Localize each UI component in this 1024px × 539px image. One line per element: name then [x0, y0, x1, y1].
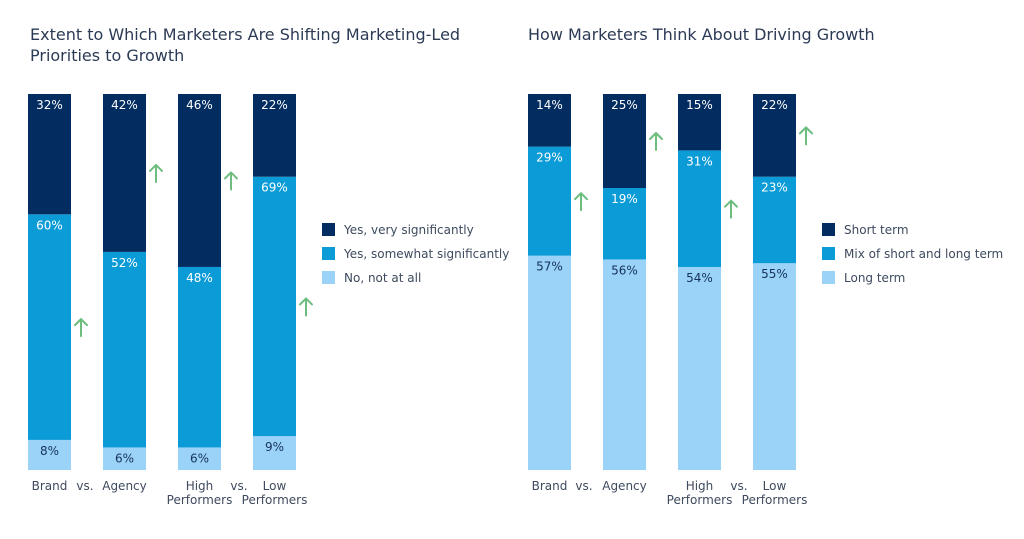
up-arrow-icon-0-0	[74, 318, 88, 338]
data-label-0-1-2: 42%	[111, 98, 138, 112]
legend-label-0-1: Yes, somewhat significantly	[343, 247, 509, 261]
bar-segment-0-0-0	[28, 439, 71, 470]
legend-swatch-1-0	[822, 223, 835, 236]
legend-label-1-2: Long term	[844, 271, 905, 285]
vs-label-1-2: vs.	[730, 479, 747, 493]
up-arrow-icon-0-2	[224, 171, 238, 191]
bar-segment-0-3-0	[253, 436, 296, 470]
bar-segment-1-1-1	[603, 188, 646, 260]
data-label-0-2-2: 46%	[186, 98, 213, 112]
bar-segment-1-2-0	[678, 266, 721, 470]
bar-segment-1-2-1	[678, 150, 721, 267]
data-label-1-1-2: 25%	[611, 98, 638, 112]
legend-swatch-0-1	[322, 247, 335, 260]
bar-segment-0-2-0	[178, 447, 221, 470]
data-label-1-1-0: 56%	[611, 263, 638, 277]
data-label-0-3-1: 69%	[261, 181, 288, 195]
bar-segment-1-2-2	[678, 94, 721, 151]
category-label-1-3: Low Performers	[742, 479, 808, 507]
bar-segment-1-0-2	[528, 94, 571, 147]
bar-segment-0-3-2	[253, 94, 296, 177]
category-label-0-3: Low Performers	[242, 479, 308, 507]
up-arrow-icon-0-1	[149, 163, 163, 183]
category-label-1-2: High Performers	[667, 479, 733, 507]
category-label-1-0: Brand	[532, 479, 568, 493]
bar-segment-0-1-0	[103, 447, 146, 470]
data-label-1-0-0: 57%	[536, 260, 563, 274]
data-label-1-2-2: 15%	[686, 98, 713, 112]
data-label-0-0-0: 8%	[40, 444, 59, 458]
vs-label-0-0: vs.	[76, 479, 93, 493]
bar-segment-1-0-0	[528, 255, 571, 470]
up-arrow-icon-1-1	[649, 132, 663, 151]
category-label-0-1: Agency	[102, 479, 147, 493]
data-label-1-3-2: 22%	[761, 98, 788, 112]
bar-segment-1-3-1	[753, 176, 796, 264]
bar-segment-1-1-0	[603, 259, 646, 470]
data-label-1-3-1: 23%	[761, 181, 788, 195]
legend-label-0-0: Yes, very significantly	[343, 223, 474, 237]
up-arrow-icon-1-2	[724, 199, 738, 219]
chart-title-left: Extent to Which Marketers Are Shifting M…	[30, 25, 461, 65]
bar-segment-1-3-0	[753, 263, 796, 470]
bar-segment-1-1-2	[603, 94, 646, 188]
bar-segment-0-2-1	[178, 266, 221, 448]
bar-segment-0-0-1	[28, 214, 71, 440]
category-label-0-2: High Performers	[167, 479, 233, 507]
data-label-1-3-0: 55%	[761, 267, 788, 281]
up-arrow-icon-0-3	[299, 297, 313, 317]
bar-segment-0-0-2	[28, 94, 71, 215]
data-label-1-0-2: 14%	[536, 98, 563, 112]
data-label-0-2-1: 48%	[186, 271, 213, 285]
data-label-0-0-1: 60%	[36, 218, 63, 232]
data-label-0-3-2: 22%	[261, 98, 288, 112]
legend-label-1-0: Short term	[844, 223, 909, 237]
bar-segment-1-3-2	[753, 94, 796, 177]
up-arrow-icon-1-0	[574, 192, 588, 212]
legend-label-0-2: No, not at all	[344, 271, 421, 285]
data-label-0-0-2: 32%	[36, 98, 63, 112]
vs-label-1-0: vs.	[575, 479, 592, 493]
bar-segment-0-1-2	[103, 94, 146, 252]
legend-swatch-0-2	[322, 271, 335, 284]
category-label-0-0: Brand	[32, 479, 68, 493]
data-label-0-2-0: 6%	[190, 451, 209, 465]
data-label-1-2-0: 54%	[686, 271, 713, 285]
data-label-0-1-1: 52%	[111, 256, 138, 270]
bar-segment-0-2-2	[178, 94, 221, 267]
legend-swatch-0-0	[322, 223, 335, 236]
data-label-0-3-0: 9%	[265, 440, 284, 454]
up-arrow-icon-1-3	[799, 126, 813, 146]
vs-label-0-2: vs.	[230, 479, 247, 493]
legend-label-1-1: Mix of short and long term	[844, 247, 1003, 261]
bar-segment-0-3-1	[253, 176, 296, 437]
data-label-1-1-1: 19%	[611, 192, 638, 206]
data-label-1-2-1: 31%	[686, 154, 713, 168]
category-label-1-1: Agency	[602, 479, 647, 493]
data-label-1-0-1: 29%	[536, 151, 563, 165]
chart-title-right: How Marketers Think About Driving Growth	[528, 25, 875, 44]
data-label-0-1-0: 6%	[115, 451, 134, 465]
legend-swatch-1-2	[822, 271, 835, 284]
legend-swatch-1-1	[822, 247, 835, 260]
bar-segment-0-1-1	[103, 251, 146, 448]
bar-segment-1-0-1	[528, 146, 571, 256]
